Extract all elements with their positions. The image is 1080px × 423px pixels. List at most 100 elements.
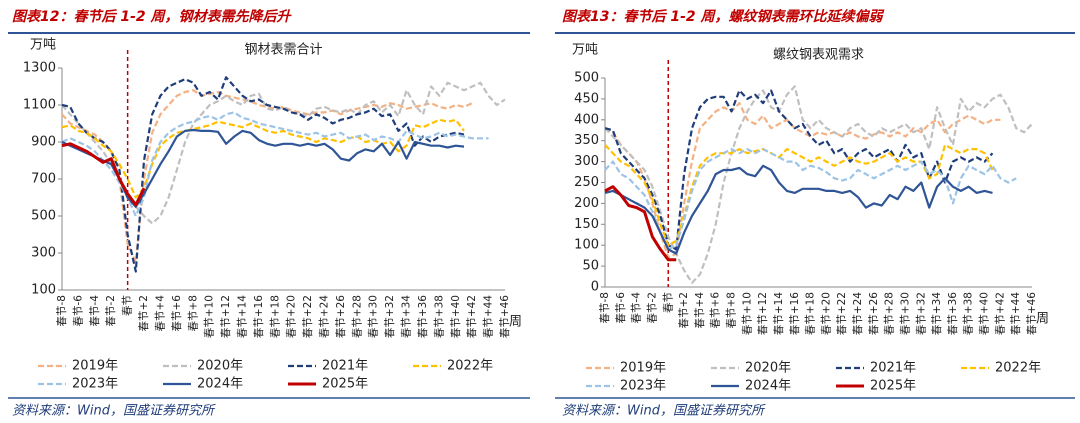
x-tick-label: 春节+18 bbox=[269, 295, 281, 338]
y-tick-label: 250 bbox=[574, 175, 599, 190]
chart-title: 钢材表需合计 bbox=[244, 43, 322, 58]
x-tick-label: 春节+30 bbox=[368, 295, 380, 338]
x-tick-label: 春节-2 bbox=[646, 292, 658, 323]
x-tick-label: 春节-6 bbox=[615, 292, 627, 324]
x-tick-label: 春节-6 bbox=[72, 295, 84, 327]
legend-label: 2019年 bbox=[72, 359, 118, 374]
x-tick-label: 春节+26 bbox=[868, 292, 880, 335]
series-line bbox=[604, 143, 994, 247]
y-tick-label: 500 bbox=[574, 71, 599, 86]
chart-title: 螺纹钢表观需求 bbox=[773, 48, 864, 63]
x-tick-label: 春节+28 bbox=[884, 292, 896, 335]
series-line bbox=[61, 128, 465, 208]
legend-label: 2023年 bbox=[72, 377, 118, 392]
x-tick-label: 春节+44 bbox=[1010, 292, 1022, 335]
legend-label: 2024年 bbox=[745, 379, 791, 394]
series-line bbox=[604, 164, 993, 255]
series-line bbox=[604, 148, 1017, 251]
rules bbox=[8, 32, 1075, 399]
x-tick-label: 春节+28 bbox=[351, 295, 363, 338]
x-tick-label: 春节+36 bbox=[417, 295, 429, 338]
x-tick-label: 春节+14 bbox=[236, 295, 248, 338]
x-tick-label: 春节+6 bbox=[710, 292, 722, 329]
y-tick-label: 100 bbox=[31, 283, 56, 298]
series-line bbox=[604, 89, 994, 251]
x-tick-label: 春节+4 bbox=[694, 292, 706, 329]
y-tick-label: 1300 bbox=[23, 61, 56, 76]
y-tick-label: 350 bbox=[574, 133, 599, 148]
x-tick-label: 春节+14 bbox=[773, 292, 785, 335]
x-tick-label: 春节+42 bbox=[994, 292, 1006, 335]
source: 资料来源：Wind，国盛证券研究所 bbox=[562, 403, 766, 419]
x-tick-label: 春节 bbox=[662, 292, 674, 313]
x-tick-label: 春节+42 bbox=[466, 295, 478, 338]
y-tick-label: 0 bbox=[591, 280, 599, 295]
y-tick-label: 400 bbox=[574, 112, 599, 127]
y-axis-label: 万吨 bbox=[30, 38, 56, 53]
x-tick-label: 春节-4 bbox=[631, 292, 643, 324]
y-tick-label: 300 bbox=[574, 154, 599, 169]
source: 资料来源：Wind，国盛证券研究所 bbox=[12, 403, 216, 419]
x-tick-label: 春节+20 bbox=[820, 292, 832, 335]
x-tick-label: 春节+26 bbox=[335, 295, 347, 338]
x-tick-label: 春节+2 bbox=[678, 292, 690, 328]
y-tick-label: 450 bbox=[574, 91, 599, 106]
x-tick-label: 春节-8 bbox=[599, 292, 611, 323]
x-tick-label: 春节+40 bbox=[979, 292, 991, 335]
x-tick-label: 春节 bbox=[122, 295, 134, 316]
x-tick-label: 春节-2 bbox=[105, 295, 117, 326]
x-tick-label: 春节+34 bbox=[401, 295, 413, 338]
legend-label: 2024年 bbox=[197, 377, 243, 392]
series-line bbox=[61, 81, 506, 225]
x-tick-label: 春节+46 bbox=[1026, 292, 1038, 335]
legend-label: 2025年 bbox=[870, 379, 916, 394]
series-line bbox=[61, 142, 146, 207]
legend-label: 2025年 bbox=[322, 377, 368, 392]
x-tick-label: 春节+12 bbox=[220, 295, 232, 338]
x-tick-label: 春节+10 bbox=[204, 295, 216, 338]
x-tick-label: 春节+24 bbox=[319, 295, 331, 338]
x-tick-label: 春节+22 bbox=[836, 292, 848, 335]
legend-label: 2021年 bbox=[322, 359, 368, 374]
x-tick-label: 春节+32 bbox=[915, 292, 927, 335]
x-tick-label: 春节+8 bbox=[187, 295, 199, 331]
x-tick-label: 春节+32 bbox=[384, 295, 396, 338]
y-axis-label: 万吨 bbox=[572, 43, 598, 58]
x-axis-label: 周 bbox=[1036, 312, 1049, 327]
series-line bbox=[61, 89, 473, 264]
legend-label: 2020年 bbox=[745, 361, 791, 376]
y-tick-label: 500 bbox=[31, 209, 56, 224]
x-tick-label: 春节+40 bbox=[450, 295, 462, 338]
chart-caption: 图表12：春节后 1-2 周，钢材表需先降后升 bbox=[12, 8, 293, 25]
series-line bbox=[61, 111, 489, 218]
x-tick-label: 春节+18 bbox=[805, 292, 817, 335]
chart-caption: 图表13：春节后 1-2 周，螺纹钢表需环比延续偏弱 bbox=[562, 8, 885, 25]
series-line bbox=[61, 118, 465, 199]
y-tick-label: 300 bbox=[31, 246, 56, 261]
legend-label: 2023年 bbox=[620, 379, 666, 394]
x-tick-label: 春节+6 bbox=[171, 295, 183, 332]
x-tick-label: 春节+24 bbox=[852, 292, 864, 335]
x-tick-label: 春节+46 bbox=[499, 295, 511, 338]
legend-label: 2019年 bbox=[620, 361, 666, 376]
legend-label: 2020年 bbox=[197, 359, 243, 374]
series-line bbox=[61, 76, 465, 273]
x-tick-label: 春节-4 bbox=[89, 295, 101, 327]
x-tick-label: 春节+44 bbox=[483, 295, 495, 338]
x-tick-label: 春节+34 bbox=[931, 292, 943, 335]
y-tick-label: 200 bbox=[574, 196, 599, 211]
x-tick-label: 春节+38 bbox=[433, 295, 445, 338]
x-tick-label: 春节+12 bbox=[757, 292, 769, 335]
x-tick-label: 春节+8 bbox=[726, 292, 738, 328]
legend-label: 2022年 bbox=[995, 361, 1041, 376]
series-line bbox=[604, 185, 677, 262]
y-tick-label: 1100 bbox=[23, 98, 56, 113]
y-tick-label: 700 bbox=[31, 172, 56, 187]
x-tick-label: 春节+16 bbox=[253, 295, 265, 338]
y-tick-label: 150 bbox=[574, 217, 599, 232]
y-tick-label: 100 bbox=[574, 238, 599, 253]
x-axis-label: 周 bbox=[509, 315, 522, 330]
x-tick-label: 春节+16 bbox=[789, 292, 801, 335]
y-tick-label: 50 bbox=[582, 259, 599, 274]
